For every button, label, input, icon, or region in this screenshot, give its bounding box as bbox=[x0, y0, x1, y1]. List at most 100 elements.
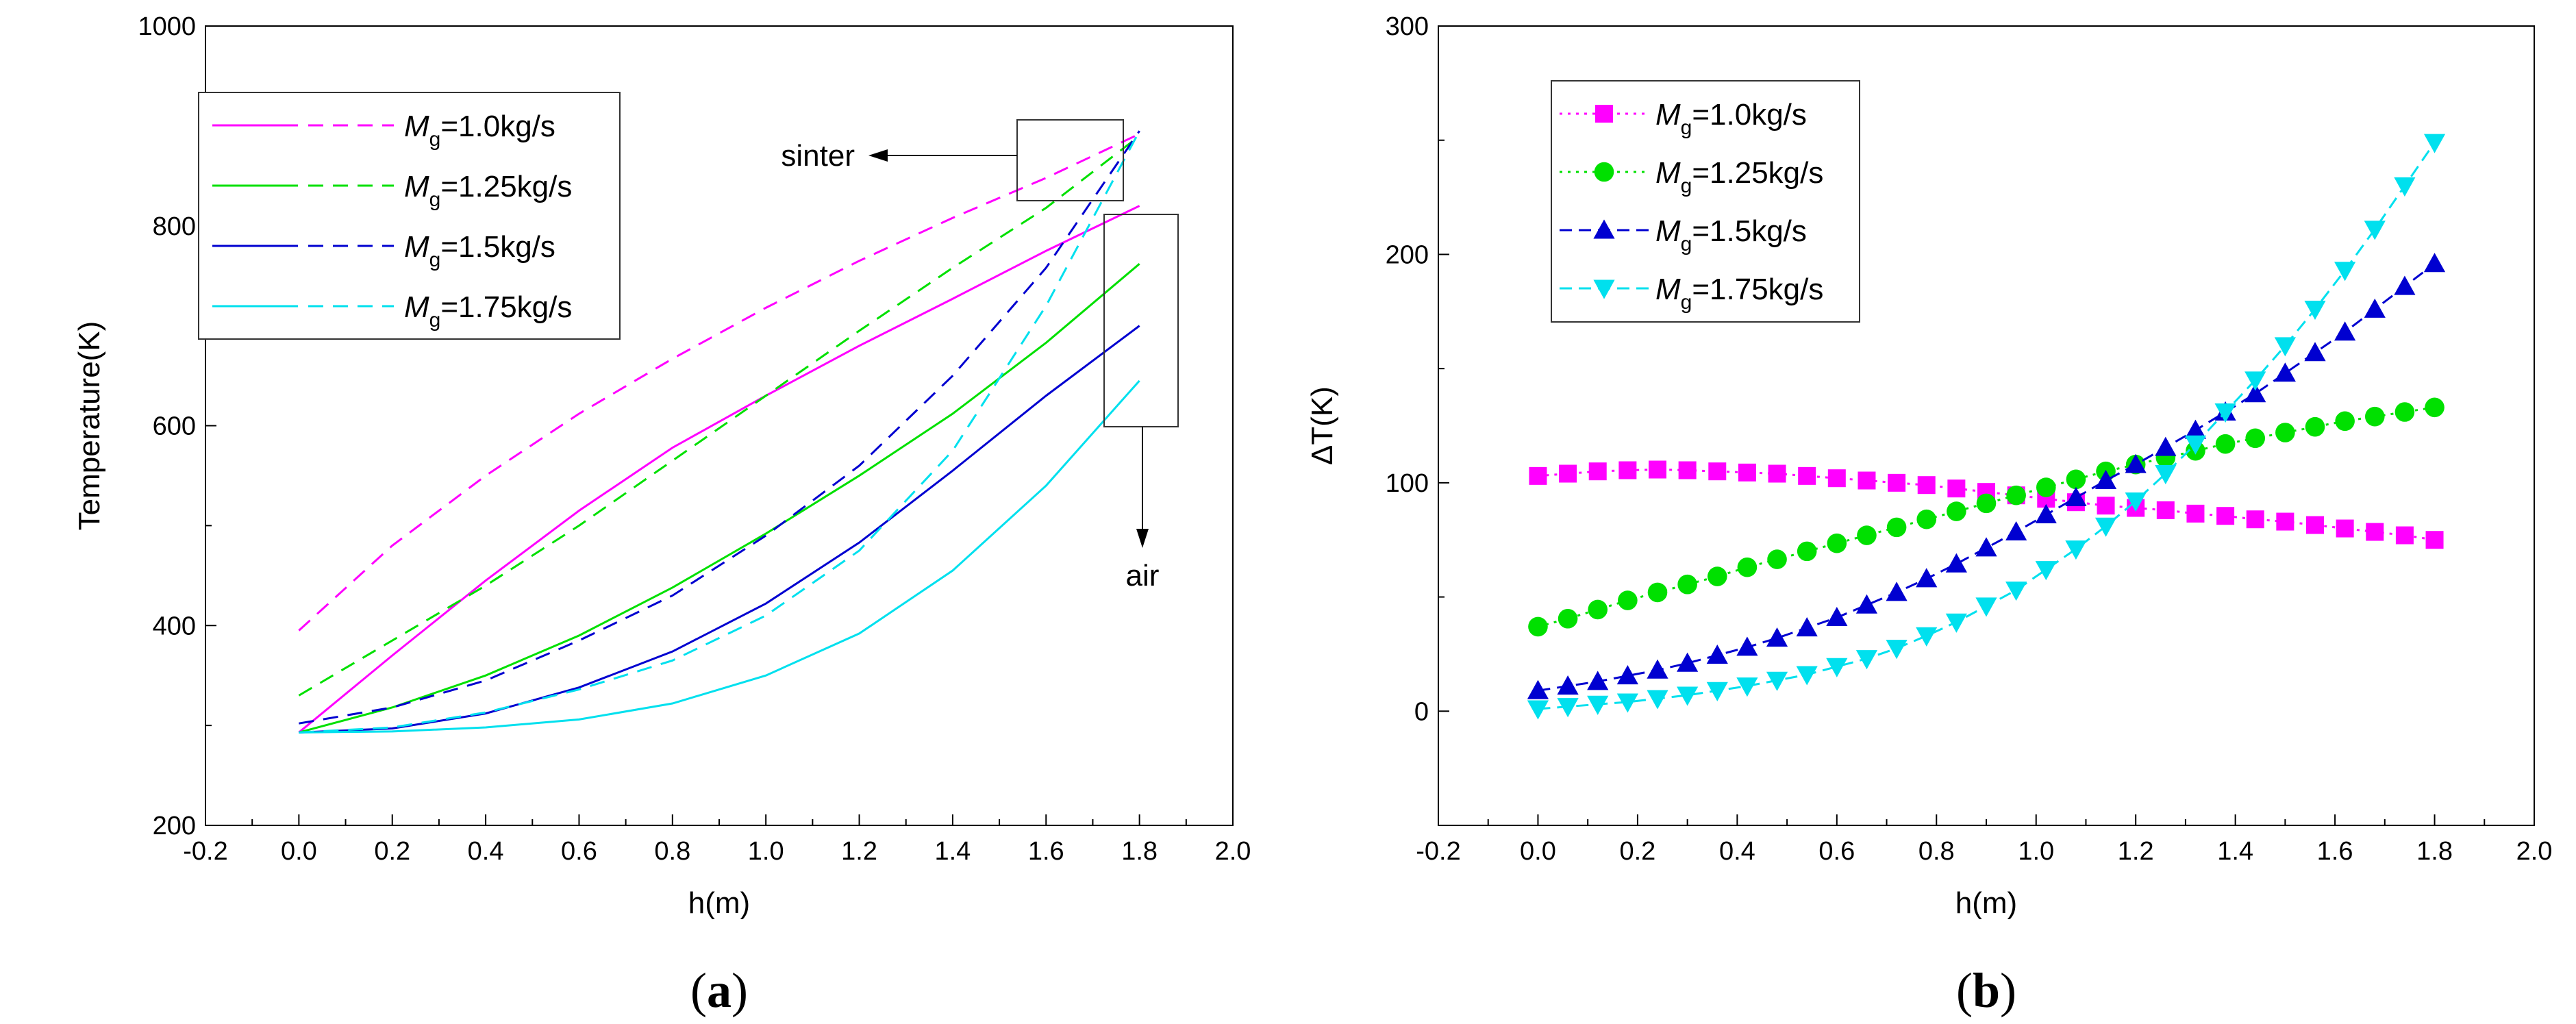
b-data-point-series1 bbox=[2394, 402, 2415, 422]
b-x-tick-label: 2.0 bbox=[2516, 837, 2553, 866]
b-data-point-series0 bbox=[1738, 463, 1756, 482]
a-x-tick-label: 0.4 bbox=[468, 837, 504, 866]
b-data-point-series1 bbox=[2245, 428, 2266, 449]
b-data-point-series3 bbox=[1706, 682, 1728, 701]
b-data-point-series2 bbox=[2364, 298, 2386, 318]
b-x-tick-label: 0.6 bbox=[1818, 837, 1855, 866]
b-data-point-series3 bbox=[1975, 597, 1997, 617]
a-x-tick-label: 1.0 bbox=[748, 837, 784, 866]
sinter-zoom-box bbox=[1016, 119, 1124, 201]
b-data-point-series0 bbox=[2366, 523, 2384, 541]
a-x-axis-label: h(m) bbox=[688, 886, 750, 920]
sinter-arrowhead bbox=[868, 149, 888, 162]
b-data-point-series3 bbox=[2334, 262, 2356, 282]
b-data-point-series3 bbox=[1945, 613, 1967, 633]
a-legend-label-3: Mg=1.75kg/s bbox=[404, 290, 572, 332]
b-data-point-series2 bbox=[2184, 419, 2207, 439]
b-data-point-series2 bbox=[1706, 644, 1728, 664]
b-legend-label-2: Mg=1.5kg/s bbox=[1655, 214, 1807, 255]
b-data-point-series0 bbox=[2097, 497, 2115, 515]
b-data-point-series2 bbox=[1886, 582, 1908, 601]
b-data-point-series0 bbox=[1708, 462, 1727, 481]
b-data-point-series2 bbox=[1855, 594, 1878, 614]
a-x-tick-label: 1.6 bbox=[1028, 837, 1064, 866]
a-series-line-sinter-7 bbox=[299, 130, 1140, 734]
b-data-point-series0 bbox=[2156, 501, 2175, 519]
b-data-point-series2 bbox=[2035, 503, 2057, 524]
b-data-point-series0 bbox=[2276, 512, 2294, 531]
b-data-point-series0 bbox=[2395, 526, 2414, 545]
a-x-tick-label: 0.6 bbox=[561, 837, 597, 866]
b-data-point-series0 bbox=[1678, 461, 1697, 479]
b-data-point-series0 bbox=[2246, 510, 2264, 529]
b-data-point-series3 bbox=[1677, 686, 1699, 706]
b-data-point-series2 bbox=[2394, 275, 2416, 295]
a-y-tick-label: 800 bbox=[153, 212, 196, 241]
b-legend-swatch-marker bbox=[1595, 105, 1613, 123]
b-data-point-series2 bbox=[2423, 253, 2446, 273]
b-data-point-series2 bbox=[2155, 436, 2177, 456]
b-data-point-series3 bbox=[1766, 671, 1788, 691]
b-data-point-series0 bbox=[2425, 531, 2444, 549]
b-data-point-series2 bbox=[1647, 659, 1668, 679]
b-data-point-series1 bbox=[1767, 549, 1787, 569]
a-legend-box bbox=[198, 92, 621, 340]
b-data-point-series3 bbox=[1886, 640, 1908, 660]
b-data-point-series1 bbox=[2066, 469, 2086, 490]
b-data-point-series2 bbox=[2065, 486, 2087, 507]
b-data-point-series1 bbox=[1647, 582, 1668, 603]
b-data-point-series1 bbox=[1588, 599, 1608, 620]
panel-a: -0.2 0.0 0.2 0.4 0.6 0.8 1.0 1.2 1.4 1.6 1.8 2.0 20… bbox=[73, 12, 1251, 1018]
b-x-tick-label: 0.0 bbox=[1520, 837, 1556, 866]
b-data-point-series3 bbox=[2423, 134, 2446, 153]
b-y-tick-labels: 0 100 200 300 bbox=[1386, 12, 1429, 726]
b-data-point-series2 bbox=[2304, 342, 2326, 362]
b-data-point-series2 bbox=[1616, 665, 1638, 685]
b-legend-swatch-marker bbox=[1594, 162, 1614, 182]
b-legend-label-0: Mg=1.0kg/s bbox=[1655, 98, 1807, 139]
b-data-point-series1 bbox=[1618, 590, 1638, 610]
a-legend-label-1: Mg=1.25kg/s bbox=[404, 170, 572, 211]
b-series-group bbox=[1527, 134, 2446, 720]
a-legend-label-0: Mg=1.0kg/s bbox=[404, 110, 555, 151]
b-data-point-series3 bbox=[1855, 650, 1878, 670]
b-y-tick-label: 300 bbox=[1386, 12, 1429, 41]
b-data-point-series0 bbox=[1618, 461, 1637, 479]
b-data-point-series2 bbox=[2244, 383, 2266, 403]
a-series-line-sinter-3 bbox=[298, 135, 1140, 697]
b-legend-label-1: Mg=1.25kg/s bbox=[1655, 156, 1823, 197]
b-data-point-series3 bbox=[2125, 492, 2147, 512]
b-data-point-series0 bbox=[2216, 507, 2235, 525]
a-y-tick-label: 600 bbox=[153, 412, 196, 441]
b-data-point-series3 bbox=[2005, 582, 2027, 601]
a-x-tick-label: 0.8 bbox=[654, 837, 690, 866]
b-data-point-series2 bbox=[2274, 362, 2296, 382]
b-data-point-series1 bbox=[1528, 616, 1548, 637]
b-data-point-series3 bbox=[1826, 658, 1848, 677]
a-y-tick-label: 200 bbox=[153, 812, 196, 840]
b-data-point-series2 bbox=[2334, 321, 2356, 341]
b-y-tick-label: 200 bbox=[1386, 240, 1429, 269]
a-series-group bbox=[298, 130, 1140, 734]
b-data-point-series3 bbox=[1587, 695, 1609, 715]
b-data-point-series1 bbox=[2215, 434, 2236, 454]
a-series-line-air-0 bbox=[298, 205, 1140, 734]
air-zoom-box bbox=[1103, 214, 1179, 427]
b-data-point-series1 bbox=[1916, 509, 1937, 529]
b-x-tick-labels: -0.2 0.0 0.2 0.4 0.6 0.8 1.0 1.2 1.4 1.6 1.8 2.0 bbox=[1416, 837, 2552, 866]
b-data-point-series3 bbox=[2244, 371, 2266, 391]
b-axis-ticks bbox=[1438, 25, 2535, 826]
b-data-point-series3 bbox=[1527, 700, 1549, 720]
b-x-tick-label: 1.2 bbox=[2118, 837, 2154, 866]
b-x-tick-label: 1.0 bbox=[2018, 837, 2054, 866]
b-legend-swatch-marker bbox=[1593, 279, 1615, 299]
b-data-point-series0 bbox=[1588, 462, 1607, 481]
b-data-point-series0 bbox=[1947, 479, 1966, 498]
b-data-point-series0 bbox=[1858, 471, 1876, 490]
b-data-point-series1 bbox=[1857, 525, 1877, 545]
b-data-point-series3 bbox=[2214, 403, 2236, 423]
b-data-point-series2 bbox=[1945, 553, 1967, 573]
a-annotations: sinter air bbox=[781, 119, 1179, 592]
b-data-point-series1 bbox=[1827, 533, 1847, 553]
